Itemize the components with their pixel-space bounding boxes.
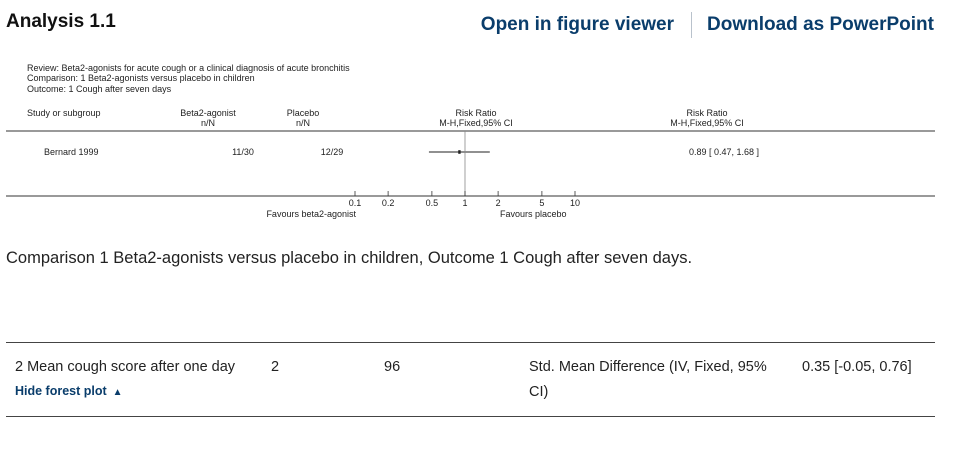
axis-tick-label: 0.5: [426, 198, 439, 208]
axis-tick-label: 2: [496, 198, 501, 208]
col-rr-text-header: Risk Ratio: [686, 108, 727, 118]
col-group2-sub: n/N: [296, 118, 310, 128]
favours-right-label: Favours placebo: [500, 209, 567, 219]
axis-tick-label: 5: [539, 198, 544, 208]
col-rr-plot-header: Risk Ratio: [455, 108, 496, 118]
col-group2-header: Placebo: [287, 108, 320, 118]
favours-left-label: Favours beta2-agonist: [266, 209, 356, 219]
comparison-line: Comparison: 1 Beta2-agonists versus plac…: [27, 73, 255, 83]
axis-ticks: 0.1 0.2 0.5 1 2 5 10: [349, 191, 580, 208]
statistical-method: Std. Mean Difference (IV, Fixed, 95% CI): [529, 359, 767, 400]
axis-tick-label: 10: [570, 198, 580, 208]
open-in-figure-viewer-link[interactable]: Open in figure viewer: [480, 14, 675, 35]
axis-tick-label: 1: [462, 198, 467, 208]
link-separator: [691, 12, 693, 38]
col-group1-sub: n/N: [201, 118, 215, 128]
study-group2-events: 12/29: [321, 147, 344, 157]
outcome-line: Outcome: 1 Cough after seven days: [27, 84, 172, 94]
col-group1-header: Beta2-agonist: [180, 108, 236, 118]
participants-count: 96: [384, 359, 401, 375]
header-links: Open in figure viewer Download as PowerP…: [481, 12, 934, 38]
table-top-rule: [6, 342, 935, 343]
figure-caption: Comparison 1 Beta2-agonists versus place…: [6, 249, 693, 267]
study-name: Bernard 1999: [44, 147, 99, 157]
axis-tick-label: 0.2: [382, 198, 395, 208]
download-powerpoint-link[interactable]: Download as PowerPoint: [707, 14, 934, 35]
analysis-title: Analysis 1.1: [6, 11, 116, 32]
effect-estimate: 0.35 [-0.05, 0.76]: [802, 359, 912, 375]
col-rr-plot-sub: M-H,Fixed,95% CI: [439, 118, 513, 128]
study-rows: Bernard 1999 11/30 12/29 0.89 [ 0.47, 1.68 …: [44, 147, 759, 157]
axis-tick-label: 0.1: [349, 198, 362, 208]
triangle-up-icon: ▲: [112, 387, 123, 398]
study-group1-events: 11/30: [232, 147, 254, 157]
review-line: Review: Beta2-agonists for acute cough o…: [27, 63, 350, 73]
hide-forest-plot-label: Hide forest plot: [15, 384, 107, 398]
forest-plot: Review: Beta2-agonists for acute cough o…: [6, 63, 935, 219]
table-bottom-rule: [6, 416, 935, 417]
studies-count: 2: [271, 359, 280, 375]
study-point-estimate: [458, 150, 461, 154]
hide-forest-plot-button[interactable]: Hide forest plot ▲: [15, 384, 123, 398]
col-rr-text-sub: M-H,Fixed,95% CI: [670, 118, 744, 128]
study-rr-label: 0.89 [ 0.47, 1.68 ]: [689, 147, 759, 157]
col-study-header: Study or subgroup: [27, 108, 101, 118]
outcome-title: 2 Mean cough score after one day: [15, 359, 236, 375]
